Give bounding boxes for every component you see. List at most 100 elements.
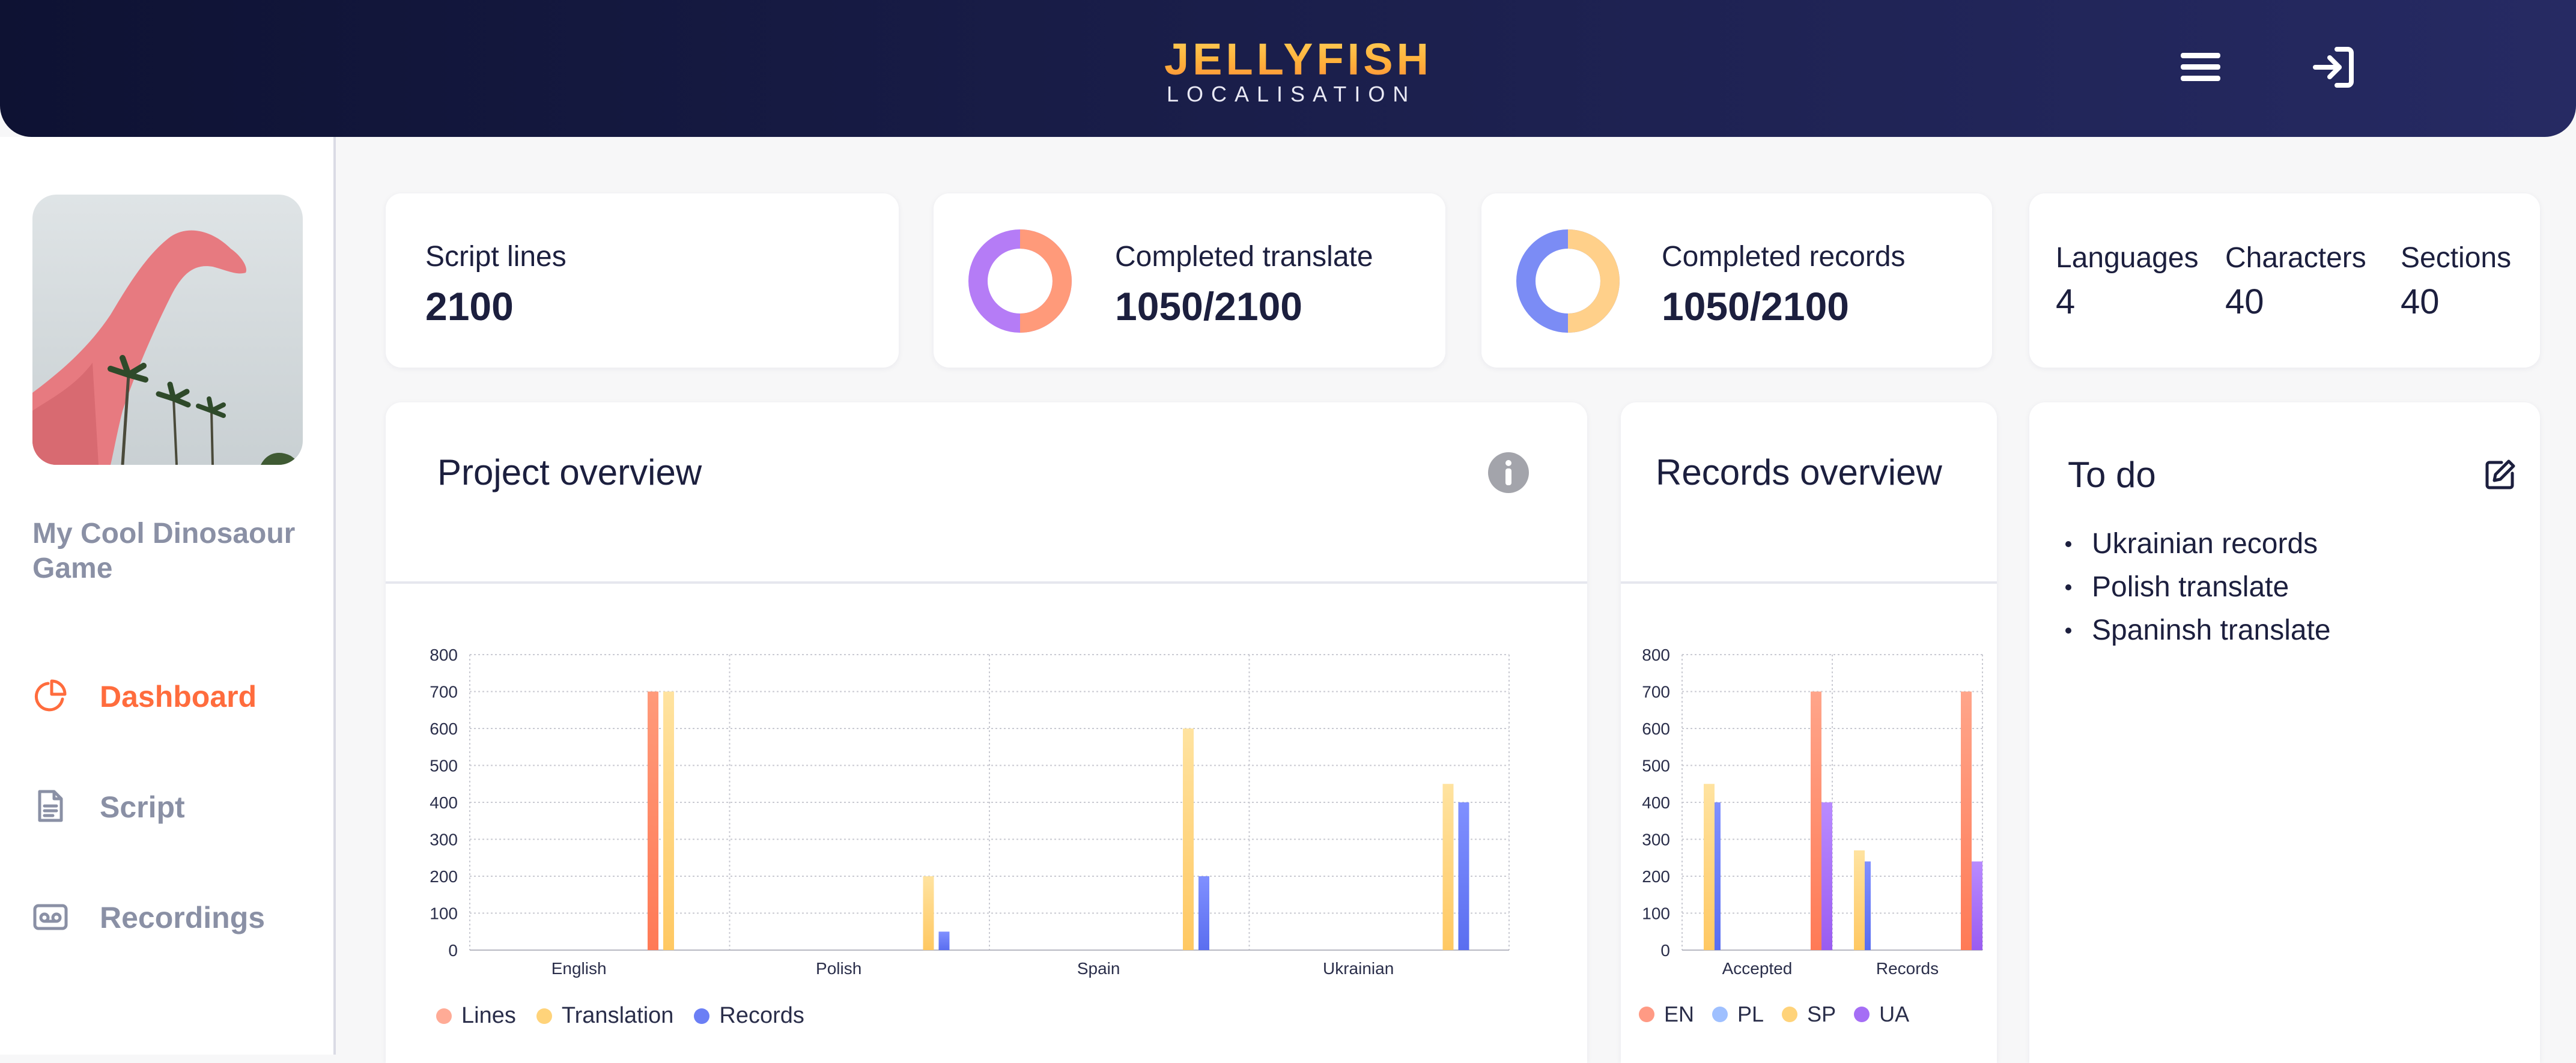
bar-en [1811,691,1821,950]
logo-title: JELLYFISH [1164,34,1433,84]
bar-translation [923,876,934,950]
records-overview-legend: EN PL SP UA [1639,1002,1909,1027]
y-tick-label: 200 [430,867,458,886]
bar-records [1458,802,1469,950]
logo-subtitle: LOCALISATION [1167,82,1417,106]
bullet [2065,584,2071,590]
project-avatar [32,195,303,465]
languages-value: 4 [2056,282,2076,321]
x-tick-label: Accepted [1722,959,1793,978]
project-overview-title: Project overview [437,452,702,492]
panel-divider [386,581,1587,584]
bar-records [938,931,950,950]
y-tick-label: 100 [430,904,458,923]
y-tick-label: 200 [1642,867,1670,886]
completed-translate-value: 1050/2100 [1115,284,1302,329]
x-tick-label: Ukrainian [1323,959,1394,978]
y-tick-label: 100 [1642,904,1670,923]
bar-ua [1821,802,1832,950]
todo-list: Ukrainian records Polish translate Spani… [2065,522,2331,652]
records-donut [1516,229,1620,333]
records-overview-chart: 0 100 200 300 400 500 600 700 800 Accepted Records [1642,646,1983,978]
x-tick-label: Records [1876,959,1939,978]
script-lines-value: 2100 [425,284,514,329]
todo-item-label: Ukrainian records [2092,528,2318,560]
sidebar-item-label: Dashboard [100,680,257,713]
script-lines-label: Script lines [425,241,567,273]
info-icon[interactable] [1487,452,1530,494]
sidebar-item-recordings[interactable]: Recordings [32,894,321,942]
y-tick-label: 700 [1642,683,1670,701]
completed-translate-label: Completed translate [1115,241,1373,273]
y-tick-label: 800 [430,646,458,664]
hamburger-menu-icon[interactable] [2176,42,2226,92]
bullet [2065,628,2071,634]
project-name: My Cool Dinosaour Game [32,518,296,584]
y-tick-label: 400 [430,793,458,812]
legend-label: EN [1664,1002,1695,1026]
y-tick-label: 800 [1642,646,1670,664]
legend-item-lines: Lines [436,1003,516,1029]
bullet [2065,541,2071,547]
legend-swatch [436,1008,452,1024]
legend-label: SP [1807,1002,1836,1026]
sections-label: Sections [2401,242,2512,274]
bar-en [1961,691,1972,950]
counts-card: Languages 4 Characters 40 Sections 40 [2029,193,2540,368]
todo-item[interactable]: Ukrainian records [2065,522,2331,566]
bar-sp [1704,784,1715,950]
legend-swatch [1782,1007,1798,1022]
completed-records-label: Completed records [1662,241,1906,273]
script-lines-card: Script lines 2100 [386,193,899,368]
todo-item[interactable]: Polish translate [2065,566,2331,609]
legend-item-translation: Translation [536,1003,674,1029]
y-tick-label: 600 [430,719,458,738]
sign-in-icon[interactable] [2308,42,2359,92]
languages-stat: Languages 4 [2056,241,2199,322]
completed-records-card: Completed records 1050/2100 [1481,193,1992,368]
y-tick-label: 0 [1660,941,1670,960]
y-tick-label: 500 [1642,757,1670,775]
legend-item-ua: UA [1854,1002,1909,1027]
x-tick-label: English [551,959,607,978]
bar-translation [1442,784,1454,950]
pie-chart-icon [32,677,68,716]
y-tick-label: 0 [448,941,458,960]
legend-label: Translation [561,1003,674,1028]
y-tick-label: 500 [430,757,458,775]
top-header: JELLYFISH LOCALISATION [0,0,2576,137]
legend-swatch [1639,1007,1654,1022]
legend-label: UA [1879,1002,1910,1026]
y-tick-label: 300 [430,831,458,849]
todo-item-label: Spaninsh translate [2092,614,2331,646]
sections-stat: Sections 40 [2401,241,2511,322]
legend-swatch [1712,1007,1728,1022]
bar-translation [663,691,674,950]
bar-lines [648,691,658,950]
completed-records-value: 1050/2100 [1662,284,1849,329]
voicemail-icon [32,898,68,937]
document-icon [32,788,68,827]
legend-label: PL [1737,1002,1764,1026]
edit-icon[interactable] [2483,458,2517,491]
characters-value: 40 [2225,282,2264,321]
todo-item[interactable]: Spaninsh translate [2065,609,2331,652]
sections-value: 40 [2401,282,2440,321]
records-overview-card: Records overview 0 100 200 300 400 500 600 700 8… [1621,402,1997,1063]
characters-label: Characters [2225,242,2366,274]
project-overview-card: Project overview 0 100 200 300 400 500 600 700 8… [386,402,1587,1063]
sidebar-item-dashboard[interactable]: Dashboard [32,673,321,721]
project-overview-chart: 0 100 200 300 400 500 600 700 800 English Polish Sp… [430,646,1510,978]
characters-stat: Characters 40 [2225,241,2366,322]
x-tick-label: Spain [1077,959,1120,978]
project-overview-legend: Lines Translation Records [436,1003,825,1029]
legend-label: Lines [461,1003,516,1028]
sidebar-item-label: Recordings [100,901,266,934]
legend-label: Records [719,1003,804,1028]
translate-donut [968,229,1072,333]
y-tick-label: 700 [430,683,458,701]
bar-records [1198,876,1209,950]
todo-item-label: Polish translate [2092,571,2289,603]
todo-card: To do Ukrainian records Polish translate… [2029,402,2540,1063]
sidebar-item-script[interactable]: Script [32,783,321,831]
